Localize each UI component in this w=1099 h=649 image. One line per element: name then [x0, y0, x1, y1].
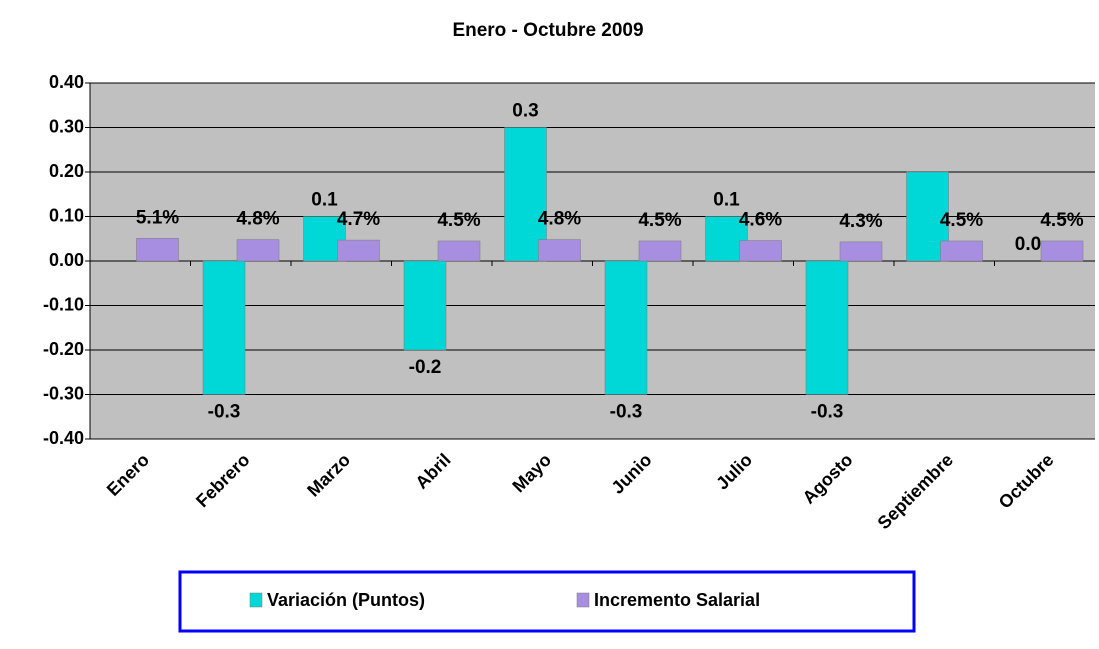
- data-label: 4.5%: [940, 210, 983, 231]
- y-tick-label: -0.10: [43, 294, 84, 314]
- data-label: 0.1: [311, 190, 338, 211]
- x-tick-label: Febrero: [192, 450, 254, 512]
- y-tick-label: 0.30: [49, 116, 84, 136]
- data-label: -0.2: [409, 357, 442, 378]
- data-label: -0.3: [811, 402, 844, 423]
- legend-label: Variación (Puntos): [267, 590, 425, 610]
- bar: [638, 240, 682, 262]
- x-tick-label: Marzo: [303, 450, 354, 501]
- data-label: 4.8%: [236, 209, 279, 230]
- y-tick-label: 0.00: [49, 250, 84, 270]
- y-tick-label: -0.20: [43, 339, 84, 359]
- bar: [604, 260, 648, 395]
- y-tick-label: 0.20: [49, 161, 84, 181]
- data-label: 4.5%: [1040, 210, 1083, 231]
- x-tick-label: Octubre: [995, 450, 1058, 513]
- data-label: -0.3: [208, 402, 241, 423]
- y-tick-label: 0.10: [49, 205, 84, 225]
- x-tick-label: Agosto: [799, 450, 857, 508]
- bar: [739, 240, 782, 262]
- x-tick-label: Enero: [103, 450, 153, 500]
- data-label: 4.3%: [839, 211, 882, 232]
- bar: [202, 260, 246, 395]
- chart-title: Enero - Octubre 2009: [452, 20, 643, 41]
- data-label: 5.1%: [136, 207, 179, 228]
- bar: [538, 239, 581, 262]
- x-tick-label: Septiembre: [874, 450, 957, 533]
- bar: [437, 240, 481, 262]
- bar: [1040, 240, 1084, 262]
- data-label: 4.8%: [538, 209, 581, 230]
- data-label: 4.5%: [437, 210, 480, 231]
- bar: [504, 127, 547, 262]
- bar: [136, 238, 179, 262]
- bar: [236, 239, 280, 262]
- y-tick-label: 0.40: [49, 72, 84, 92]
- data-label: 0.3: [512, 101, 538, 122]
- bar: [940, 240, 983, 262]
- legend-box: [178, 570, 916, 633]
- y-tick-label: -0.40: [43, 428, 84, 448]
- legend-swatch: [249, 592, 263, 608]
- data-label: 0.1: [713, 190, 740, 211]
- x-tick-label: Mayo: [508, 450, 555, 497]
- x-tick-label: Julio: [712, 450, 756, 494]
- y-tick-label: -0.30: [43, 383, 84, 403]
- data-label: 0.0: [1015, 234, 1041, 255]
- legend-swatch: [576, 592, 590, 608]
- data-label: -0.3: [610, 402, 643, 423]
- x-tick-label: Abril: [411, 450, 454, 493]
- data-label: 4.5%: [638, 210, 681, 231]
- bar: [337, 239, 380, 262]
- data-label: 4.6%: [739, 210, 782, 231]
- legend-label: Incremento Salarial: [594, 590, 760, 610]
- bar: [805, 260, 849, 395]
- data-label: 4.7%: [337, 209, 380, 230]
- bar: [403, 260, 447, 351]
- bar: [839, 241, 883, 262]
- x-tick-label: Junio: [607, 450, 655, 498]
